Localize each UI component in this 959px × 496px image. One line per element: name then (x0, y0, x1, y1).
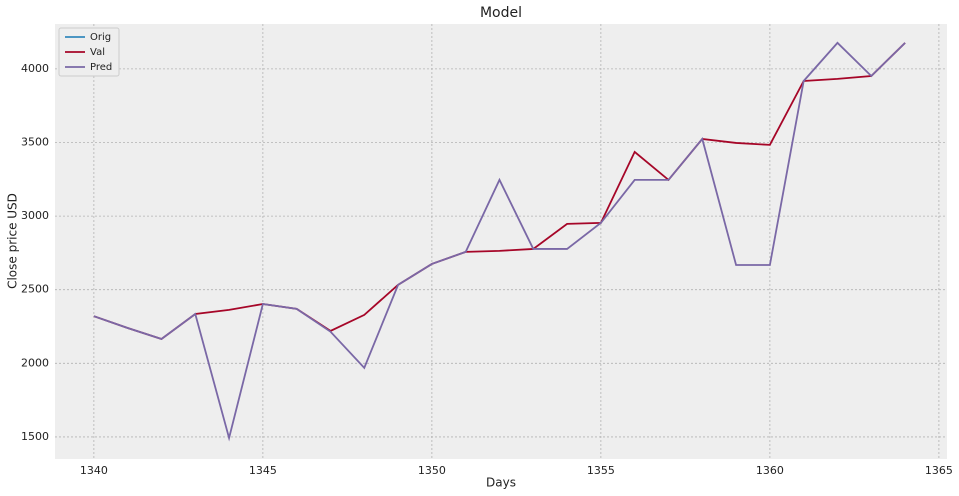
x-axis-label: Days (486, 476, 516, 490)
y-tick-label: 1500 (21, 430, 49, 443)
x-tick-label: 1365 (925, 464, 953, 477)
x-tick-label: 1355 (587, 464, 615, 477)
legend-label: Pred (90, 62, 112, 73)
legend-label: Orig (90, 32, 111, 43)
x-tick-label: 1350 (418, 464, 446, 477)
y-tick-label: 4000 (21, 62, 49, 75)
plot-area (55, 24, 947, 459)
series-line (93, 42, 906, 341)
x-tick-label: 1340 (80, 464, 108, 477)
y-axis-label: Close price USD (6, 193, 20, 289)
y-tick-label: 2500 (21, 283, 49, 296)
y-tick-label: 3000 (21, 209, 49, 222)
y-tick-label: 2000 (21, 356, 49, 369)
legend-box (58, 27, 120, 77)
legend-label: Val (90, 47, 105, 58)
y-tick-label: 3500 (21, 136, 49, 149)
series-line (93, 41, 906, 442)
x-tick-label: 1345 (249, 464, 277, 477)
chart-title: Model (480, 5, 522, 21)
x-tick-label: 1360 (756, 464, 784, 477)
